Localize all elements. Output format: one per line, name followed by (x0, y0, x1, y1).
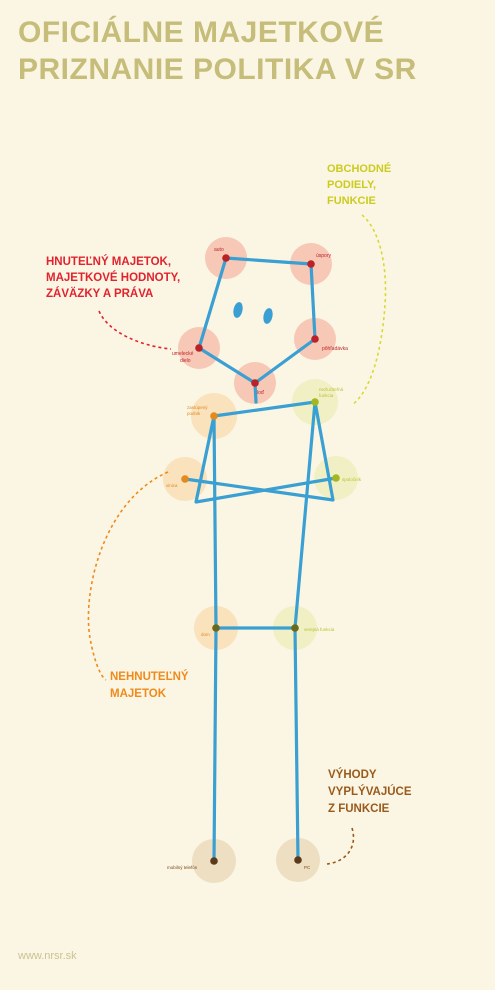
connector-immovable (87, 471, 169, 681)
dot-uspory (307, 260, 315, 268)
page-title: OFICIÁLNE MAJETKOVÉ PRIZNANIE POLITIKA V… (18, 14, 417, 88)
dot-nezlucitelna-funkcia (311, 398, 319, 406)
title-line-2: PRIZNANIE POLITIKA V SR (18, 53, 417, 86)
movable-line-3: ZÁVÄZKY A PRÁVA (46, 287, 153, 300)
category-movable: HNUTEĽNÝ MAJETOK, MAJETKOVÉ HODNOTY, ZÁV… (46, 255, 180, 300)
left-eye (233, 302, 243, 318)
right-arm (183, 400, 335, 502)
label-uspory: úspory (316, 253, 332, 259)
head-outline (197, 256, 317, 385)
label-spolocnik: spoločník (342, 477, 362, 482)
connector-business (351, 214, 387, 406)
dot-lod (251, 379, 259, 387)
business-line-1: OBCHODNÉ (327, 162, 391, 175)
eyes (233, 302, 273, 324)
label-umelecke-dielo-1: umelecké (172, 351, 194, 357)
dot-umelecke-dielo (195, 344, 203, 352)
label-dom: dom (201, 632, 210, 637)
label-nezlucitelna-2: funkcia (319, 393, 334, 398)
dot-pohladavka (311, 335, 319, 343)
movable-line-2: MAJETKOVÉ HODNOTY, (46, 271, 180, 284)
label-vinica: vinica (166, 483, 178, 488)
dot-verejna-funkcia (291, 624, 299, 632)
movable-line-1: HNUTEĽNÝ MAJETOK, (46, 255, 171, 268)
dot-mobilny-telefon (210, 857, 218, 865)
label-lod: loď (257, 390, 265, 396)
category-connectors (87, 214, 387, 865)
dot-spolocnik (332, 474, 340, 482)
shoulders (212, 400, 317, 418)
label-auto: auto (214, 247, 224, 253)
title-line-1: OFICIÁLNE MAJETKOVÉ (18, 16, 385, 49)
node-labels: auto úspory umelecké dielo pôhľadávka lo… (166, 247, 362, 870)
node-dots (181, 254, 340, 865)
label-mobilny-telefon: mobilný telefón (167, 865, 198, 870)
business-line-3: FUNKCIE (327, 195, 376, 207)
label-nezlucitelna-1: nezlučiteľná (319, 387, 344, 392)
right-eye (263, 308, 273, 324)
footer-url[interactable]: www.nrsr.sk (18, 950, 77, 962)
category-immovable: NEHNUTEĽNÝ MAJETOK (110, 670, 189, 700)
label-verejna-funkcia: verejná funkcia (304, 627, 335, 632)
benefits-line-3: Z FUNKCIE (328, 803, 390, 815)
connector-movable (98, 310, 172, 350)
category-business: OBCHODNÉ PODIELY, FUNKCIE (327, 162, 391, 207)
dot-dom (212, 624, 220, 632)
dot-vinica (181, 475, 189, 483)
immovable-line-1: NEHNUTEĽNÝ (110, 670, 189, 683)
label-pc: PC (304, 865, 311, 870)
connector-benefits (326, 827, 355, 865)
dot-zastupujuci-podnik (210, 412, 218, 420)
dot-pc (294, 856, 302, 864)
label-pohladavka: pôhľadávka (322, 346, 348, 352)
immovable-line-2: MAJETOK (110, 688, 167, 700)
business-line-2: PODIELY, (327, 179, 376, 191)
benefits-line-2: VYPLÝVAJÚCE (328, 785, 412, 798)
label-zastupujuci-podnik-1: zastúpený (187, 405, 208, 410)
dot-auto (222, 254, 230, 262)
left-arm (194, 414, 338, 504)
label-umelecke-dielo-2: dielo (180, 358, 191, 364)
benefits-line-1: VÝHODY (328, 768, 377, 781)
category-benefits: VÝHODY VYPLÝVAJÚCE Z FUNKCIE (328, 768, 412, 815)
label-zastupujuci-podnik-2: podnik (187, 411, 201, 416)
